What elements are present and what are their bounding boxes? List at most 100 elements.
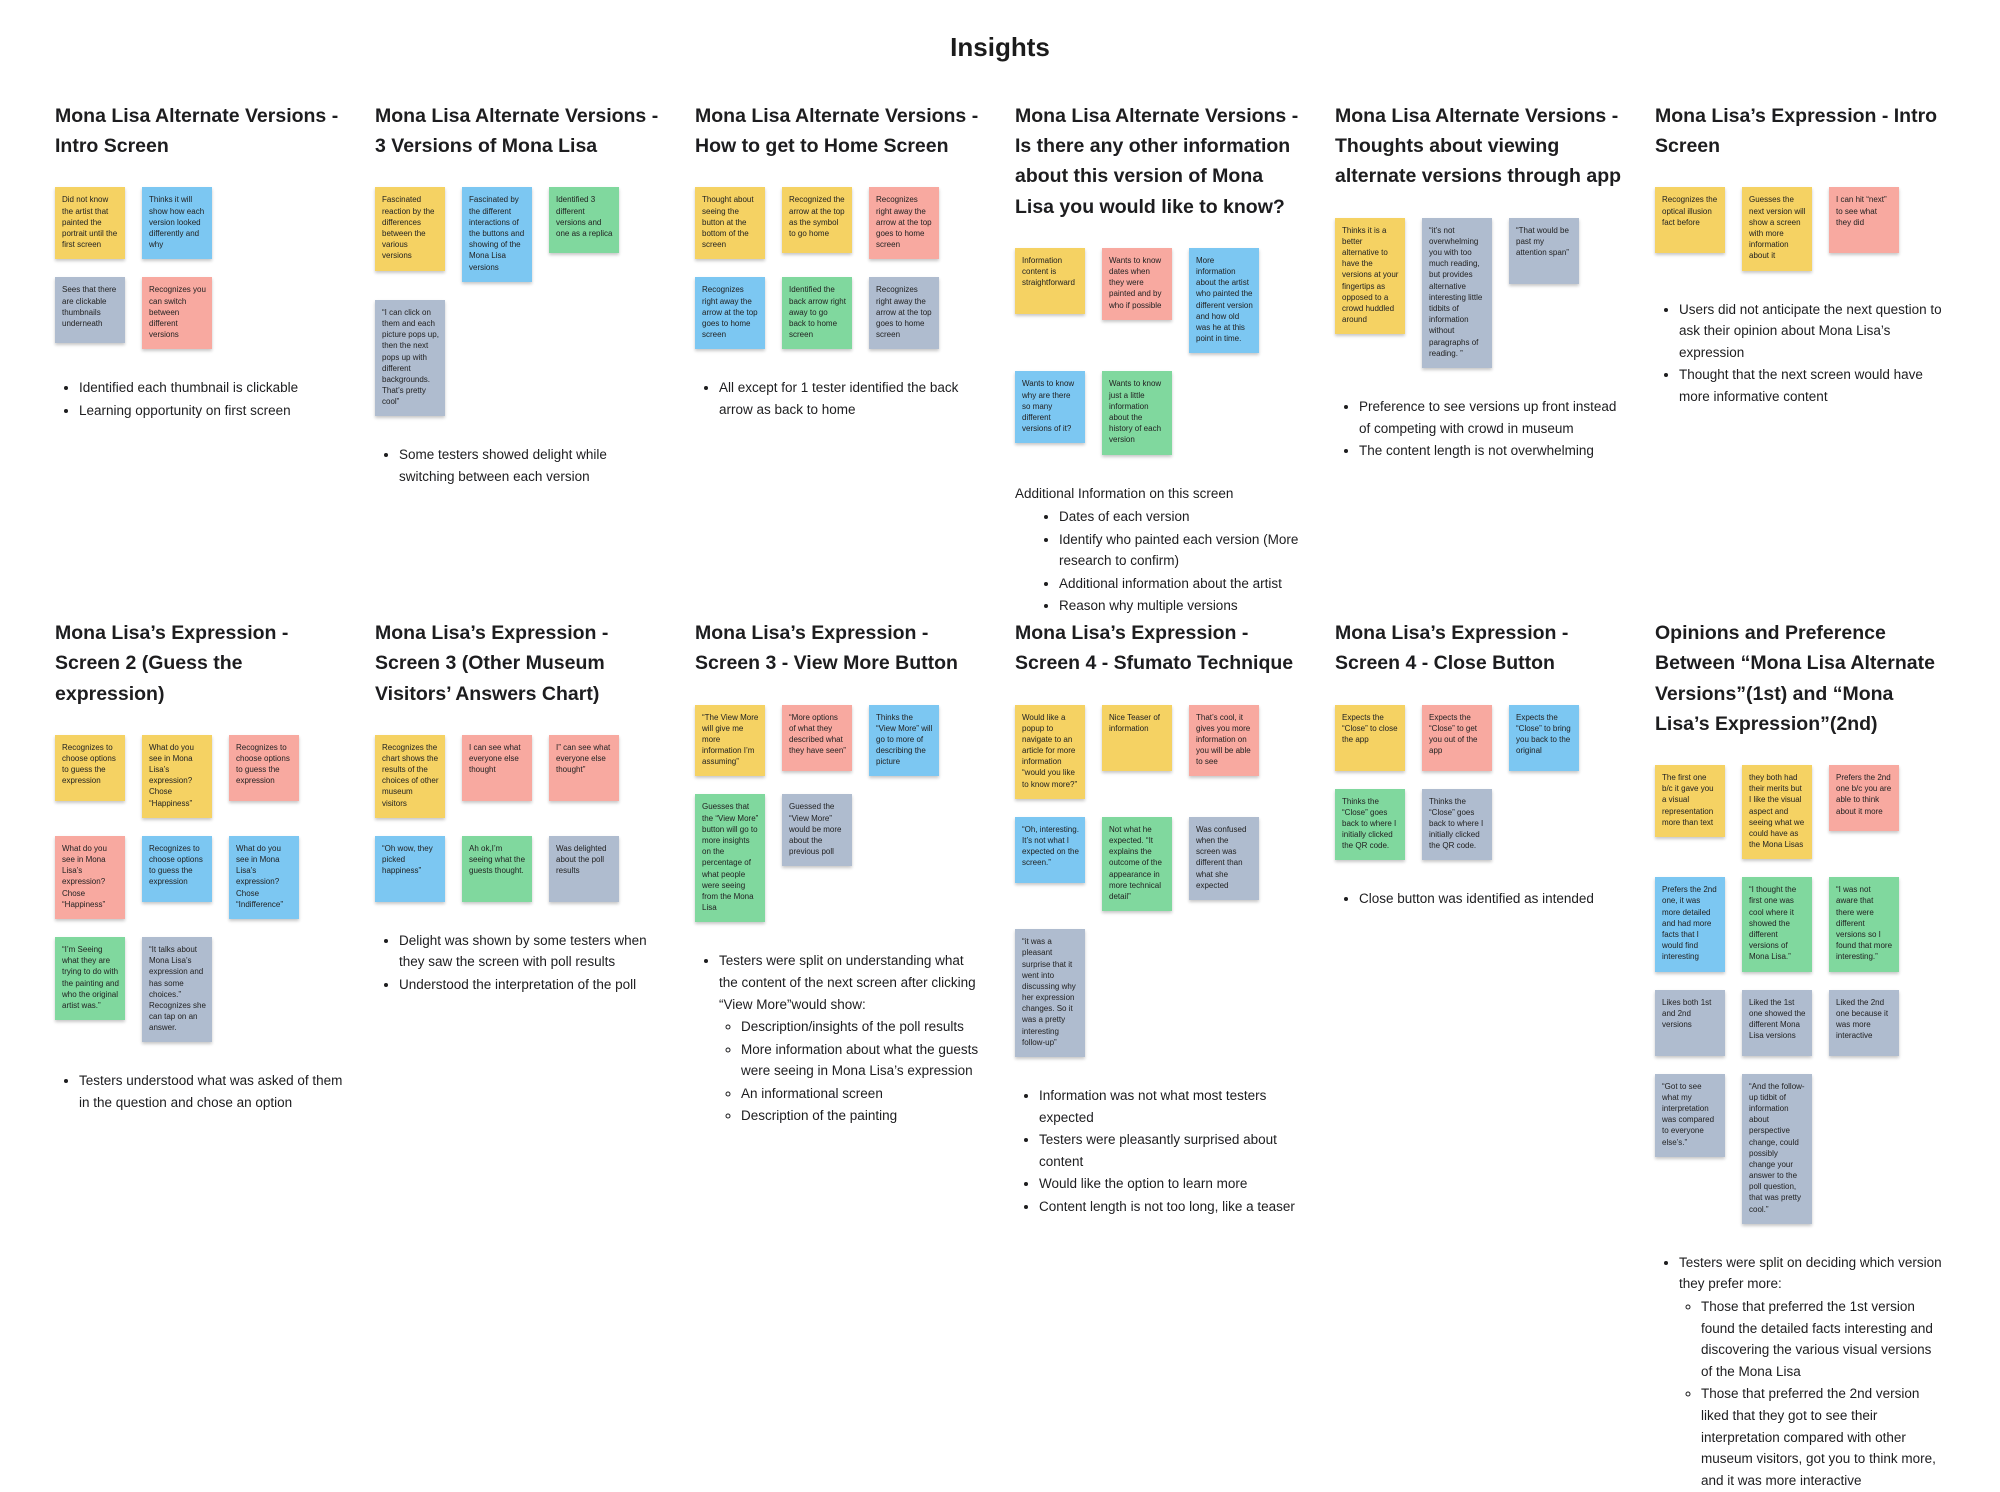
sticky-note[interactable]: “More options of what they described wha… [782,704,852,771]
sticky-note[interactable]: Did not know the artist that painted the… [55,187,125,260]
sticky-note[interactable]: “Got to see what my interpretation was c… [1655,1073,1725,1157]
sticky-note[interactable]: Guessed the “View More” would be more ab… [782,794,852,867]
sticky-note[interactable]: Thinks it will show how each version loo… [142,187,212,260]
sticky-note[interactable]: Expects the “Close” to bring you back to… [1509,704,1579,771]
sticky-note[interactable]: Was delighted about the poll results [549,835,619,902]
sticky-note[interactable]: Guesses that the “View More” button will… [695,794,765,923]
sticky-note[interactable]: Wants to know just a little information … [1102,371,1172,455]
summary-item: Identify who painted each version (More … [1059,529,1305,572]
sticky-note[interactable]: What do you see in Mona Lisa’s expressio… [55,835,125,919]
sticky-note[interactable]: “I thought the first one was cool where … [1742,877,1812,972]
sticky-note[interactable]: “Oh, interesting. It’s not what I expect… [1015,816,1085,883]
sticky-note[interactable]: “The View More will give me more informa… [695,704,765,777]
sticky-note[interactable]: What do you see in Mona Lisa’s expressio… [142,734,212,818]
summary-list: Testers understood what was asked of the… [55,1070,345,1113]
sticky-note-row: Recognizes the optical illusion fact bef… [1655,187,1945,271]
sticky-note[interactable]: Thinks it is a better alternative to hav… [1335,217,1405,335]
summary-sublist: Those that preferred the 1st version fou… [1679,1296,1945,1491]
sticky-note[interactable]: Liked the 2nd one because it was more in… [1829,989,1899,1056]
sticky-note[interactable]: Sees that there are clickable thumbnails… [55,277,125,344]
sticky-note-row: “The View More will give me more informa… [695,704,985,777]
sticky-note[interactable]: That’s cool, it gives you more informati… [1189,704,1259,777]
sticky-note[interactable]: Liked the 1st one showed the different M… [1742,989,1812,1056]
summary-list: Some testers showed delight while switch… [375,444,665,487]
section-title: Mona Lisa’s Expression - Intro Screen [1655,105,1938,158]
sticky-note[interactable]: The first one b/c it gave you a visual r… [1655,764,1725,837]
summary-list: Users did not anticipate the next questi… [1655,299,1945,408]
sticky-note[interactable]: Recognizes the chart shows the results o… [375,734,445,818]
sticky-note[interactable]: Identified 3 different versions and one … [549,187,619,254]
summary-item: Dates of each version [1059,506,1305,528]
sticky-note[interactable]: More information about the artist who pa… [1189,247,1259,354]
section-11: Mona Lisa’s Expression - Screen 4 - Clos… [1335,618,1625,911]
sticky-note[interactable]: Prefers the 2nd one b/c you are able to … [1829,764,1899,831]
sticky-note[interactable]: Recognized the arrow at the top as the s… [782,187,852,254]
summary-item: Testers understood what was asked of the… [79,1070,345,1113]
sticky-note-row: Prefers the 2nd one, it was more detaile… [1655,877,1945,972]
sticky-note[interactable]: I can hit “next” to see what they did [1829,187,1899,254]
sticky-note[interactable]: Wants to know why are there so many diff… [1015,371,1085,444]
sticky-note-row: Fascinated reaction by the differences b… [375,187,665,282]
section-10: Mona Lisa’s Expression - Screen 4 - Sfum… [1015,618,1305,1219]
sticky-note[interactable]: Thinks the “Close” goes back to where I … [1335,788,1405,861]
sticky-note[interactable]: Would like a popup to navigate to an art… [1015,704,1085,799]
sticky-note-row: Sees that there are clickable thumbnails… [55,277,345,350]
sticky-note[interactable]: “I’m Seeing what they are trying to do w… [55,936,125,1021]
sticky-note[interactable]: Recognizes to choose options to guess th… [55,734,125,801]
summary-lead: Additional Information on this screen [1015,485,1234,501]
summary-item: Would like the option to learn more [1039,1173,1305,1195]
sticky-note[interactable]: they both had their merits but I like th… [1742,764,1812,860]
sticky-note[interactable]: Recognizes to choose options to guess th… [142,835,212,902]
sticky-note[interactable]: “It talks about Mona Lisa’s expression a… [142,936,212,1043]
sticky-note[interactable]: Recognizes to choose options to guess th… [229,734,299,801]
sticky-note[interactable]: Identified the back arrow right away to … [782,277,852,350]
sticky-note[interactable]: Recognizes the optical illusion fact bef… [1655,187,1725,254]
sticky-note[interactable]: Thinks the “View More” will go to more o… [869,704,939,777]
section-9: Mona Lisa’s Expression - Screen 3 - View… [695,618,985,1128]
sticky-note[interactable]: “I was not aware that there were differe… [1829,877,1899,972]
summary-item: Testers were split on deciding which ver… [1679,1252,1945,1492]
sticky-note[interactable]: “Oh wow, they picked happiness” [375,835,445,902]
sticky-note[interactable]: I can see what everyone else thought [462,734,532,801]
sticky-note-row: Recognizes right away the arrow at the t… [695,277,985,350]
sticky-note-row: Recognizes to choose options to guess th… [55,734,345,818]
sticky-notes-group: The first one b/c it gave you a visual r… [1655,764,1945,1224]
sticky-note[interactable]: Nice Teaser of information [1102,704,1172,771]
sticky-note[interactable]: “That would be past my attention span” [1509,217,1579,284]
sticky-note[interactable]: Was confused when the screen was differe… [1189,816,1259,900]
sticky-note[interactable]: Expects the “Close” to close the app [1335,704,1405,771]
sticky-note[interactable]: Recognizes right away the arrow at the t… [869,187,939,260]
sticky-note[interactable]: Expects the “Close” to get you out of th… [1422,704,1492,771]
sticky-note[interactable]: Recognizes right away the arrow at the t… [695,277,765,350]
section-summary: Testers understood what was asked of the… [55,1070,345,1113]
sticky-note[interactable]: “And the follow-up tidbit of information… [1742,1073,1812,1224]
sticky-notes-group: Expects the “Close” to close the app Expe… [1335,704,1625,861]
summary-subitem: Description of the painting [741,1105,985,1127]
sticky-note[interactable]: Guesses the next version will show a scr… [1742,187,1812,271]
sticky-note[interactable]: I” can see what everyone else thought” [549,734,619,801]
section-summary: Preference to see versions up front inst… [1335,396,1625,462]
section-5: Mona Lisa Alternate Versions - Thoughts … [1335,101,1625,497]
sticky-note[interactable]: Wants to know dates when they were paint… [1102,247,1172,320]
sticky-note[interactable]: Ah ok,I’m seeing what the guests thought… [462,835,532,902]
sticky-note-row: Likes both 1st and 2nd versions Liked the… [1655,989,1945,1056]
sticky-note[interactable]: Recognizes you can switch between differ… [142,277,212,350]
sticky-note[interactable]: What do you see in Mona Lisa’s expressio… [229,835,299,919]
sticky-note[interactable]: Fascinated reaction by the differences b… [375,187,445,271]
sticky-note[interactable]: “it was a pleasant surprise that it went… [1015,929,1085,1057]
sticky-note[interactable]: Fascinated by the different interactions… [462,187,532,282]
sticky-note[interactable]: Likes both 1st and 2nd versions [1655,989,1725,1056]
sticky-note[interactable]: Thinks the “Close” goes back to where I … [1422,788,1492,861]
section-summary: Information was not what most testers ex… [1015,1085,1305,1218]
sticky-note[interactable]: Thought about seeing the button at the b… [695,187,765,260]
sticky-note[interactable]: “it’s not overwhelming you with too much… [1422,217,1492,368]
section-1: Mona Lisa Alternate Versions - Intro Scr… [55,101,345,497]
section-title: Mona Lisa Alternate Versions - How to ge… [695,105,979,158]
sticky-note[interactable]: Not what he expected. “It explains the o… [1102,816,1172,912]
sticky-note[interactable]: Recognizes right away the arrow at the t… [869,277,939,350]
sticky-notes-group: Did not know the artist that painted the… [55,187,345,350]
sticky-note[interactable]: Information content is straightforward [1015,247,1085,314]
sticky-note[interactable]: “I can click on them and each picture po… [375,299,445,417]
summary-list: Preference to see versions up front inst… [1335,396,1625,462]
sticky-note[interactable]: Prefers the 2nd one, it was more detaile… [1655,877,1725,972]
